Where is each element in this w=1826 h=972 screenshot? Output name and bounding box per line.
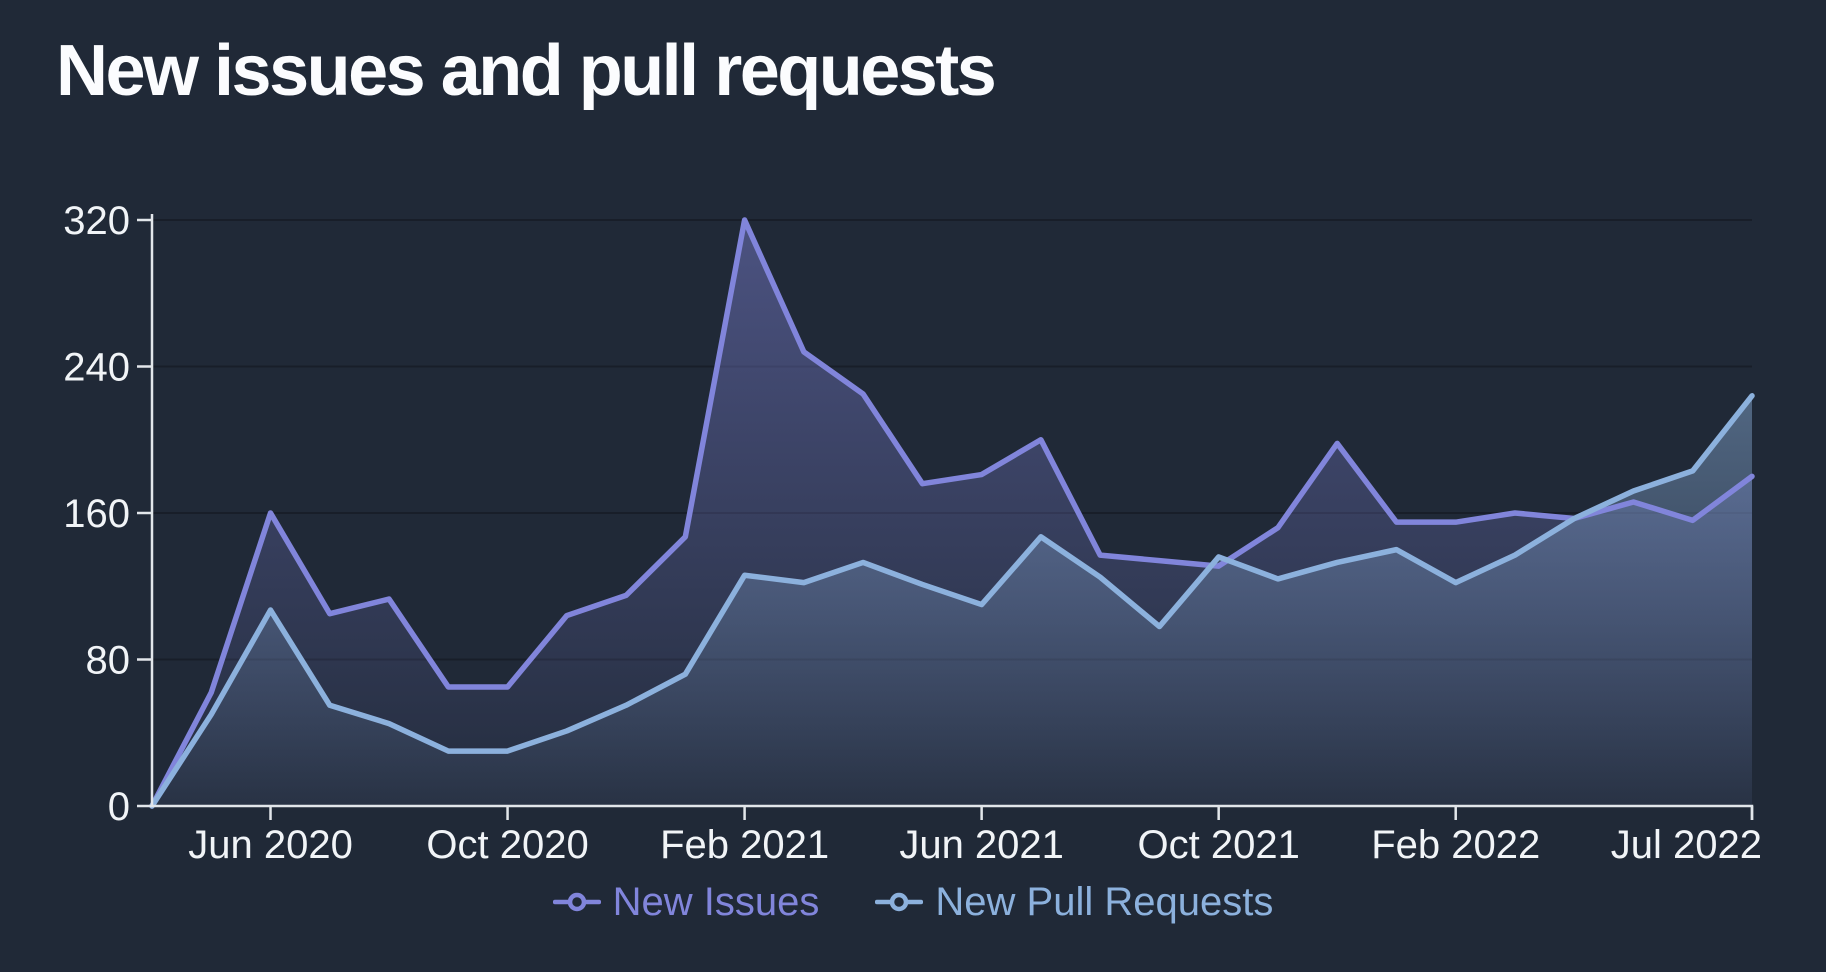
y-tick-label-320: 320 xyxy=(63,199,130,243)
legend-marker-icon-new-pull-requests xyxy=(875,892,924,912)
chart-title: New issues and pull requests xyxy=(56,31,997,111)
series-area-new-pull-requests xyxy=(152,395,1752,806)
x-tick-label-0: Jun 2020 xyxy=(188,823,353,867)
y-tick-label-80: 80 xyxy=(86,639,131,683)
x-tick-label-6: Jul 2022 xyxy=(1611,823,1762,867)
legend-label-new-issues: New Issues xyxy=(612,880,820,924)
x-tick-label-2: Feb 2021 xyxy=(660,823,829,867)
x-tick-label-5: Feb 2022 xyxy=(1371,823,1540,867)
x-tick-label-4: Oct 2021 xyxy=(1138,823,1300,867)
x-tick-label-3: Jun 2021 xyxy=(899,823,1064,867)
y-tick-label-0: 0 xyxy=(108,785,130,829)
x-tick-label-1: Oct 2020 xyxy=(426,823,588,867)
series-line-new-issues xyxy=(149,217,1755,809)
legend-label-new-pull-requests: New Pull Requests xyxy=(935,880,1274,924)
y-tick-label-240: 240 xyxy=(63,346,130,390)
legend-item-new-issues[interactable]: New Issues xyxy=(552,880,820,924)
series-line-new-pull-requests xyxy=(149,393,1755,809)
legend-item-new-pull-requests[interactable]: New Pull Requests xyxy=(875,882,1273,922)
legend-marker-icon-new-issues xyxy=(552,892,601,912)
y-tick-label-160: 160 xyxy=(63,492,130,536)
chart-legend: New Issues New Pull Requests xyxy=(0,882,1826,922)
